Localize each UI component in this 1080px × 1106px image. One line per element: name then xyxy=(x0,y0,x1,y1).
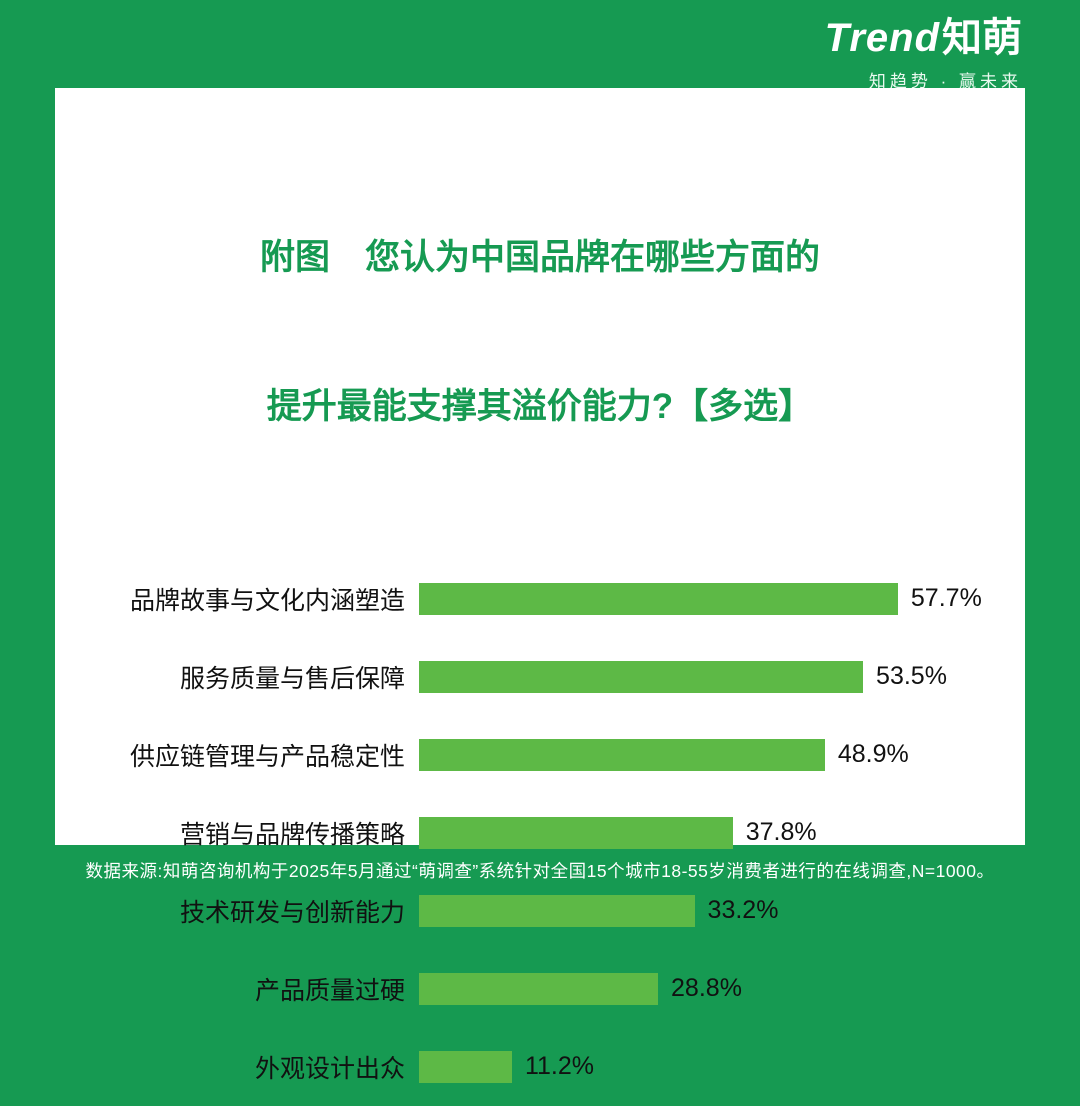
bar-value-label: 37.8% xyxy=(745,818,817,846)
chart-row: 营销与品牌传播策略 37.8% xyxy=(75,794,995,872)
chart-row: 品牌故事与文化内涵塑造 57.7% xyxy=(75,560,995,638)
bar-category-label: 供应链管理与产品稳定性 xyxy=(129,742,405,771)
chart-title: 附图 您认为中国品牌在哪些方面的 提升最能支撑其溢价能力?【多选】 xyxy=(55,134,1025,532)
infographic-page: { "page": { "background_color": "#169a52… xyxy=(55,16,1025,1083)
bar-category-label: 外观设计出众 xyxy=(254,1054,405,1083)
bar-value-label: 57.7% xyxy=(910,584,982,612)
bar-value-label: 53.5% xyxy=(876,662,947,690)
bar-track: 11.2% xyxy=(419,1050,995,1083)
bar-track: 33.2% xyxy=(419,894,995,927)
bar-track: 53.5% xyxy=(419,660,995,693)
brand-header: Trend知萌 知趋势 · 赢未来 xyxy=(825,16,1022,92)
chart-title-line1: 附图 您认为中国品牌在哪些方面的 xyxy=(259,238,820,278)
bar xyxy=(419,972,659,1005)
bar-category-label: 产品质量过硬 xyxy=(254,976,405,1005)
data-source-note: 数据来源:知萌咨询机构于2025年5月通过“萌调查”系统针对全国15个城市18-… xyxy=(85,861,995,881)
bar xyxy=(419,894,695,927)
bar xyxy=(419,660,864,693)
bar-chart: 品牌故事与文化内涵塑造 57.7% 服务质量与售后保障 53.5% 供应链管理与产品稳定… xyxy=(55,560,1025,1106)
bar-category-label: 技术研发与创新能力 xyxy=(179,898,405,927)
brand-logo: Trend知萌 xyxy=(825,16,1022,60)
chart-card: 附图 您认为中国品牌在哪些方面的 提升最能支撑其溢价能力?【多选】 品牌故事与文… xyxy=(55,88,1025,1083)
bar xyxy=(419,738,825,771)
bar xyxy=(419,816,733,849)
bar-category-label: 品牌故事与文化内涵塑造 xyxy=(129,586,405,615)
bar-value-label: 28.8% xyxy=(671,974,742,1002)
bar-track: 28.8% xyxy=(419,972,995,1005)
bar-value-label: 33.2% xyxy=(707,896,779,924)
bar xyxy=(419,1050,512,1083)
chart-row: 产品质量过硬 28.8% xyxy=(75,950,995,1028)
bar-value-label: 11.2% xyxy=(524,1052,594,1080)
brand-tagline: 知趋势 · 赢未来 xyxy=(868,72,1022,91)
bar-value-label: 48.9% xyxy=(837,740,909,768)
brand-logo-chinese: 知萌 xyxy=(942,16,1022,60)
chart-row: 外观设计出众 11.2% xyxy=(75,1028,995,1106)
bar-track: 57.7% xyxy=(419,582,995,615)
chart-row: 供应链管理与产品稳定性 48.9% xyxy=(75,716,995,794)
bar-category-label: 营销与品牌传播策略 xyxy=(179,820,405,849)
bar-category-label: 服务质量与售后保障 xyxy=(179,664,405,693)
chart-title-line2: 提升最能支撑其溢价能力?【多选】 xyxy=(266,387,814,427)
bar-track: 37.8% xyxy=(419,816,995,849)
bar xyxy=(419,582,898,615)
brand-logo-english: Trend xyxy=(824,16,940,60)
bar-track: 48.9% xyxy=(419,738,995,771)
chart-row: 技术研发与创新能力 33.2% xyxy=(75,872,995,950)
chart-row: 服务质量与售后保障 53.5% xyxy=(75,638,995,716)
